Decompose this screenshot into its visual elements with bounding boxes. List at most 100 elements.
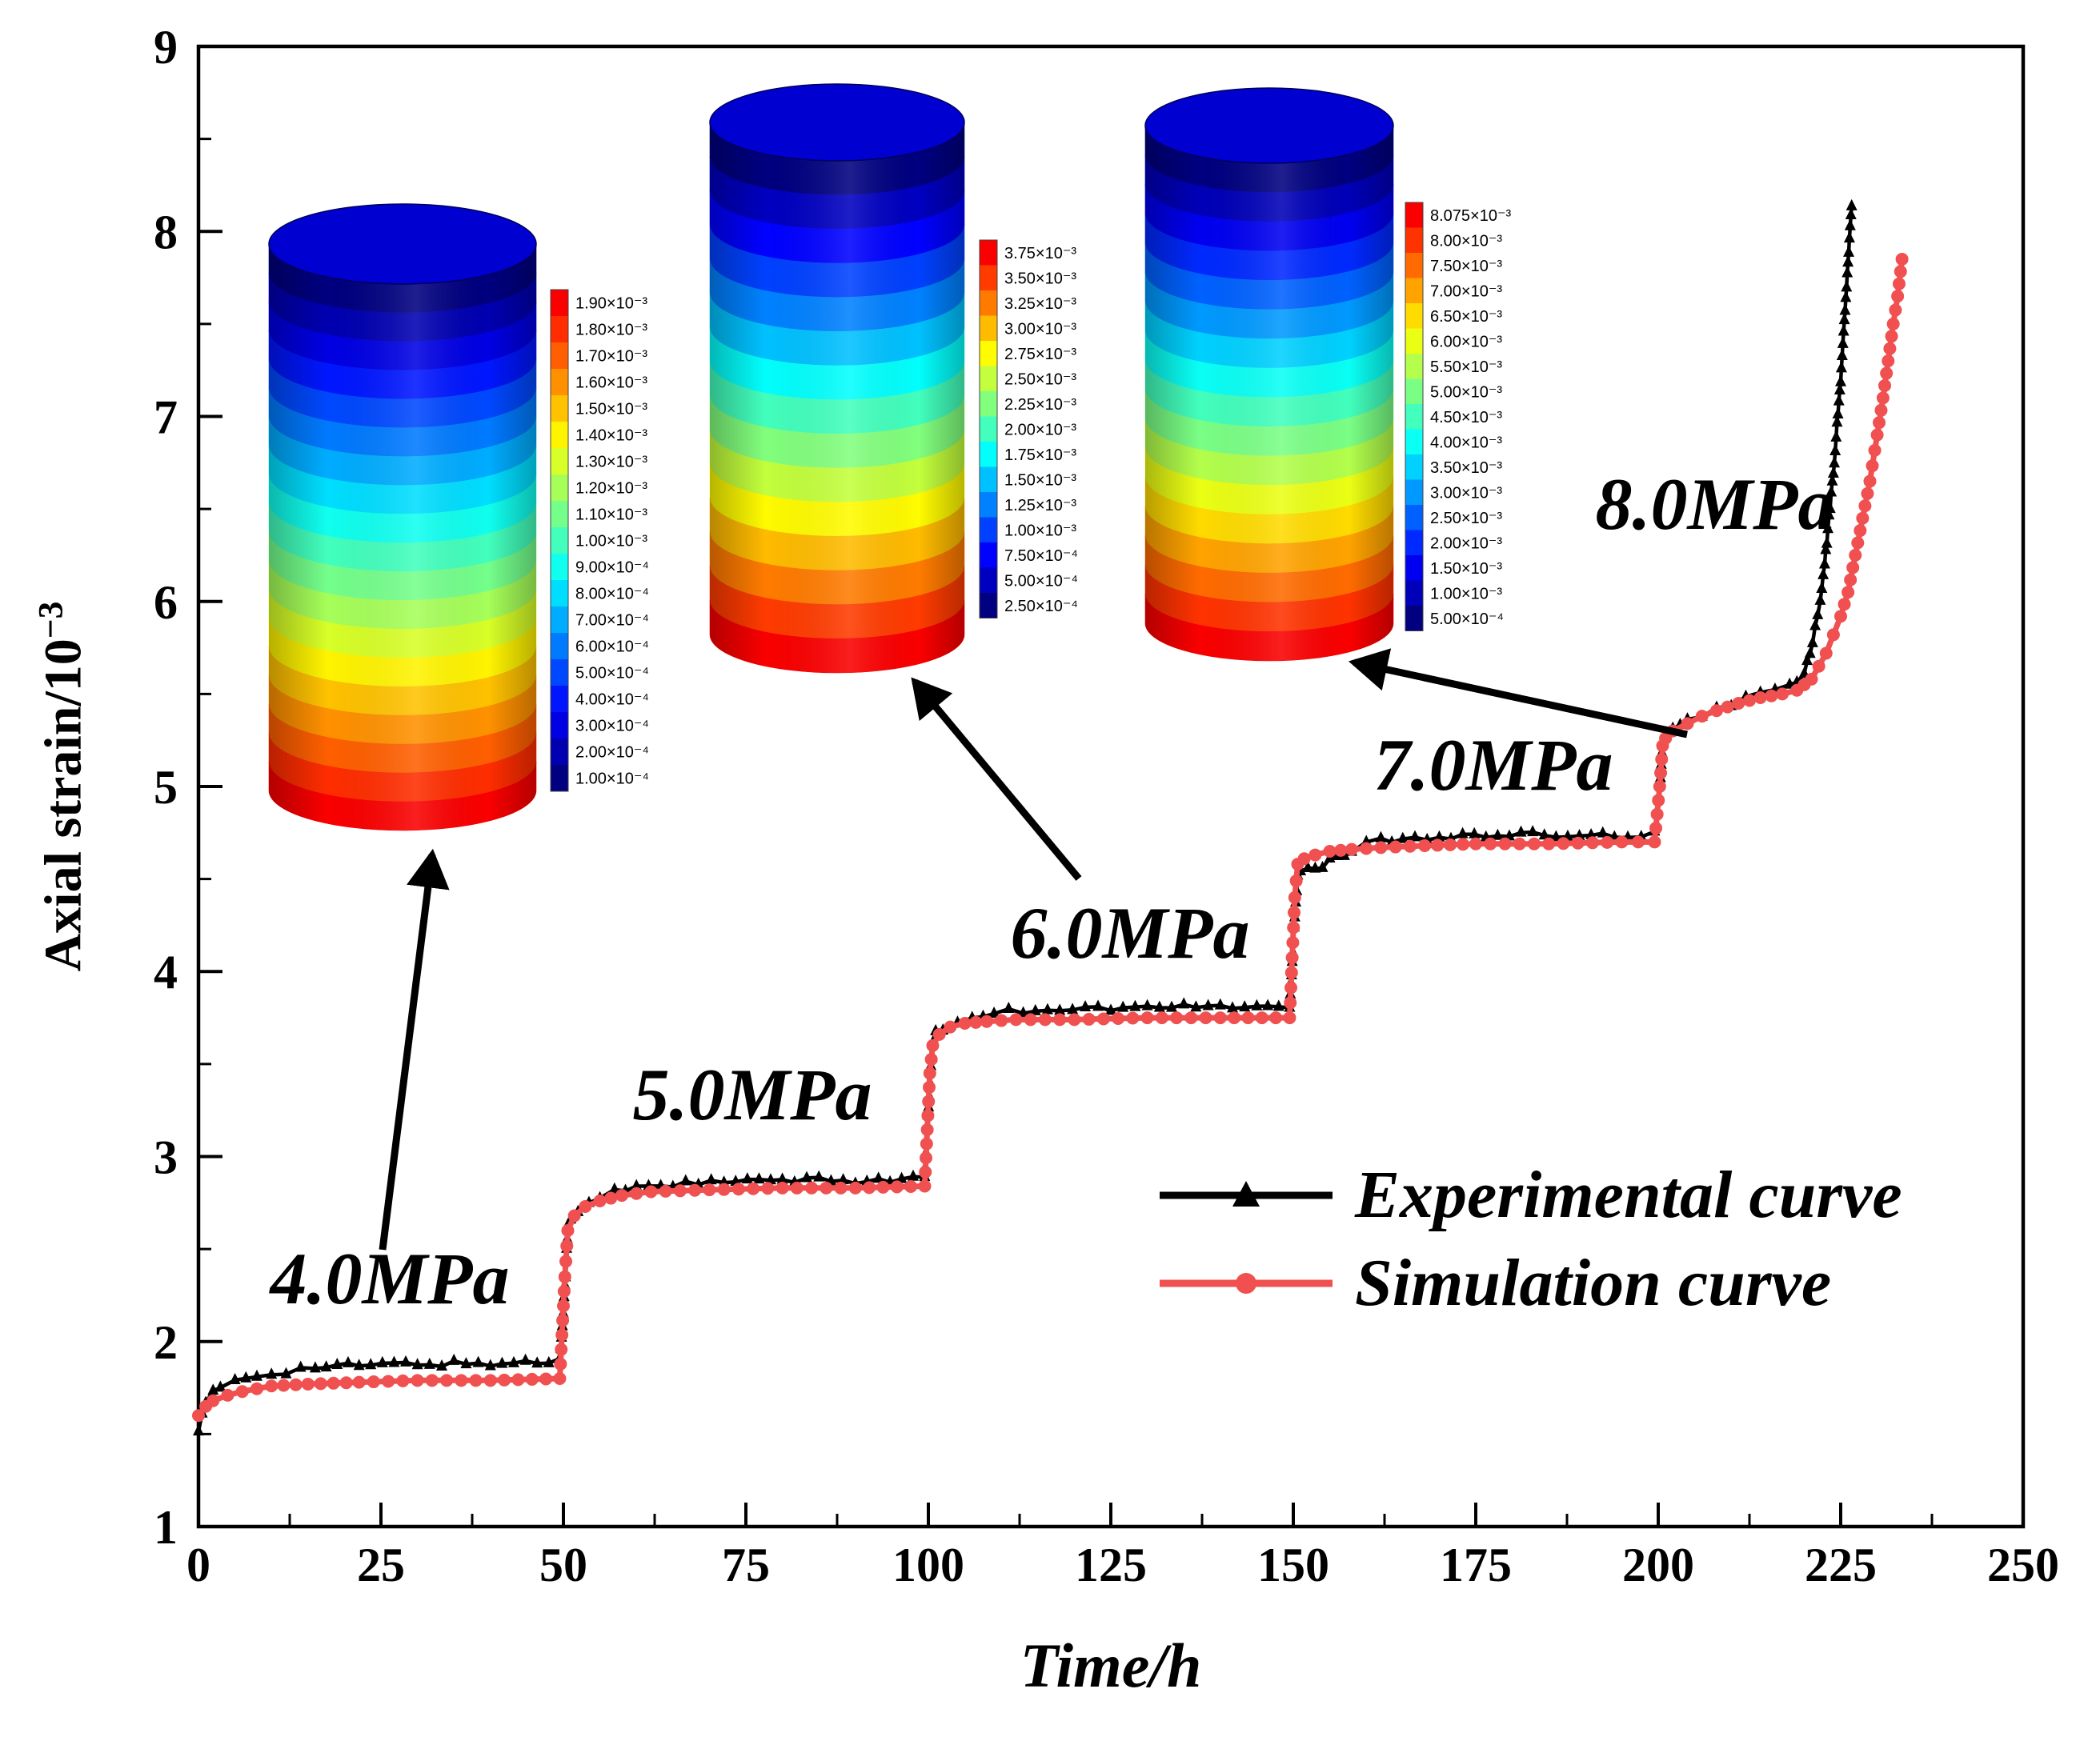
colorbar-label: 7.50×10⁻⁴	[1004, 547, 1078, 565]
annotation-arrow-8mpa	[1348, 648, 1688, 738]
colorbar-label: 2.50×10⁻³	[1004, 370, 1076, 388]
y-tick-label: 1	[154, 1501, 178, 1554]
x-axis-label: Time/h	[1020, 1631, 1202, 1700]
annotation-arrow-6mpa	[911, 677, 1082, 881]
y-axis-label: Axial strain/10−3	[31, 602, 94, 972]
contour-cylinder-6mpa-colorbar: 3.75×10⁻³ 3.50×10⁻³ 3.25×10⁻³ 3.00×10⁻³ 2.75…	[979, 239, 1078, 618]
colorbar-label: 1.50×10⁻³	[575, 401, 647, 418]
colorbar-label: 1.00×10⁻³	[1430, 585, 1502, 602]
contour-cylinder-8mpa-colorbar: 8.075×10⁻³ 8.00×10⁻³ 7.50×10⁻³ 7.00×10⁻³ 6.5…	[1405, 202, 1512, 631]
legend-label-experimental: Experimental curve	[1355, 1158, 1902, 1232]
y-tick-label: 8	[154, 206, 178, 258]
colorbar-label: 1.50×10⁻³	[1430, 560, 1502, 578]
colorbar-label: 1.30×10⁻³	[575, 454, 647, 471]
x-tick-label: 200	[1622, 1539, 1694, 1591]
contour-cylinder-4mpa: 1.90×10⁻³ 1.80×10⁻³ 1.70×10⁻³ 1.60×10⁻³ 1.50…	[268, 203, 649, 831]
colorbar-label: 3.50×10⁻³	[1430, 459, 1502, 477]
annotation-5mpa: 5.0MPa	[632, 1054, 872, 1135]
cylinder-top-cap	[709, 83, 965, 162]
colorbar-label: 5.00×10⁻⁴	[575, 665, 649, 682]
y-axis-label-exponent: −3	[31, 601, 70, 639]
y-tick-label: 4	[154, 946, 178, 999]
colorbar-label: 6.00×10⁻³	[1430, 333, 1502, 350]
colorbar-label: 2.50×10⁻⁴	[1004, 598, 1078, 615]
colorbar-label: 8.00×10⁻³	[1430, 232, 1502, 250]
legend-item-simulation: Simulation curve	[1158, 1250, 1902, 1317]
colorbar-label: 1.60×10⁻³	[575, 374, 647, 392]
colorbar-label: 3.50×10⁻³	[1004, 270, 1076, 287]
legend-item-experimental: Experimental curve	[1158, 1162, 1902, 1229]
colorbar-label: 2.00×10⁻³	[1004, 421, 1076, 438]
colorbar-label: 5.00×10⁻⁴	[1004, 572, 1078, 590]
colorbar-label: 1.25×10⁻³	[1004, 497, 1076, 514]
y-tick-label: 3	[154, 1131, 178, 1184]
simulation-curve	[192, 252, 1909, 1423]
colorbar-label: 3.00×10⁻³	[1430, 484, 1502, 502]
colorbar-label: 8.00×10⁻⁴	[575, 586, 649, 603]
y-tick-label: 6	[154, 576, 178, 629]
colorbar-label: 1.70×10⁻³	[575, 348, 647, 366]
colorbar-label: 2.00×10⁻³	[1430, 534, 1502, 552]
colorbar-label: 5.00×10⁻³	[1430, 383, 1502, 401]
legend-label-simulation: Simulation curve	[1355, 1246, 1832, 1320]
annotation-4mpa: 4.0MPa	[270, 1238, 510, 1319]
x-tick-label: 125	[1075, 1539, 1147, 1591]
x-tick-label: 100	[892, 1539, 964, 1591]
contour-cylinder-6mpa: 3.75×10⁻³ 3.50×10⁻³ 3.25×10⁻³ 3.00×10⁻³ 2.75…	[709, 83, 1078, 674]
colorbar-label: 7.00×10⁻³	[1430, 282, 1502, 300]
cylinder-top-cap	[1144, 87, 1394, 164]
colorbar-label: 1.20×10⁻³	[575, 480, 647, 498]
colorbar-label: 6.50×10⁻³	[1430, 308, 1502, 326]
cylinder-top-cap	[268, 203, 537, 285]
colorbar-label: 1.75×10⁻³	[1004, 446, 1076, 464]
simulation-marker-icon	[1158, 1265, 1334, 1302]
colorbar-label: 2.75×10⁻³	[1004, 346, 1076, 363]
x-tick-label: 175	[1440, 1539, 1512, 1591]
colorbar-label: 1.40×10⁻³	[575, 427, 647, 445]
colorbar-label: 1.50×10⁻³	[1004, 471, 1076, 489]
colorbar-label: 1.90×10⁻³	[575, 295, 647, 313]
x-axis-ticks: 0 25 50 75 100 125 150 175 200 225 250	[186, 1503, 2059, 1591]
colorbar-label: 3.75×10⁻³	[1004, 245, 1076, 262]
colorbar-label: 4.50×10⁻³	[1430, 409, 1502, 426]
y-tick-label: 5	[154, 761, 178, 814]
annotation-7mpa: 7.0MPa	[1373, 724, 1613, 806]
colorbar-label: 3.25×10⁻³	[1004, 295, 1076, 313]
colorbar-label: 1.00×10⁻³	[575, 533, 647, 550]
colorbar-label: 1.00×10⁻⁴	[575, 770, 649, 788]
x-tick-label: 0	[186, 1539, 210, 1591]
y-tick-label: 2	[154, 1316, 178, 1369]
x-tick-label: 75	[722, 1539, 770, 1591]
colorbar-label: 8.075×10⁻³	[1430, 207, 1512, 225]
x-tick-label: 150	[1257, 1539, 1329, 1591]
x-tick-label: 50	[539, 1539, 587, 1591]
x-tick-label: 225	[1805, 1539, 1877, 1591]
y-tick-label: 9	[154, 21, 178, 74]
colorbar-label: 6.00×10⁻⁴	[575, 638, 649, 656]
colorbar-label: 3.00×10⁻⁴	[575, 718, 649, 735]
colorbar-label: 7.00×10⁻⁴	[575, 612, 649, 630]
colorbar-label: 3.00×10⁻³	[1004, 320, 1076, 338]
colorbar-label: 2.00×10⁻⁴	[575, 744, 649, 762]
annotation-8mpa: 8.0MPa	[1595, 463, 1835, 545]
colorbar-label: 2.50×10⁻³	[1430, 510, 1502, 527]
experimental-marker-icon	[1158, 1177, 1334, 1214]
annotation-arrow-4mpa	[379, 848, 450, 1251]
colorbar-label: 4.00×10⁻³	[1430, 434, 1502, 451]
circle-markers	[192, 252, 1909, 1423]
y-axis-label-text: Axial strain/10	[34, 638, 93, 972]
colorbar-label: 4.00×10⁻⁴	[575, 691, 649, 709]
colorbar-label: 5.00×10⁻⁴	[1430, 610, 1504, 628]
colorbar-label: 1.10×10⁻³	[575, 506, 647, 524]
y-tick-label: 7	[154, 391, 178, 444]
colorbar-label: 9.00×10⁻⁴	[575, 559, 649, 577]
annotation-6mpa: 6.0MPa	[1010, 892, 1250, 974]
chart-legend: Experimental curve Simulation curve	[1158, 1162, 1902, 1317]
contour-cylinder-8mpa: 8.075×10⁻³ 8.00×10⁻³ 7.50×10⁻³ 7.00×10⁻³ 6.5…	[1144, 87, 1512, 662]
colorbar-label: 7.50×10⁻³	[1430, 258, 1502, 275]
colorbar-label: 1.00×10⁻³	[1004, 522, 1076, 539]
x-tick-label: 25	[357, 1539, 405, 1591]
colorbar-label: 5.50×10⁻³	[1430, 358, 1502, 376]
